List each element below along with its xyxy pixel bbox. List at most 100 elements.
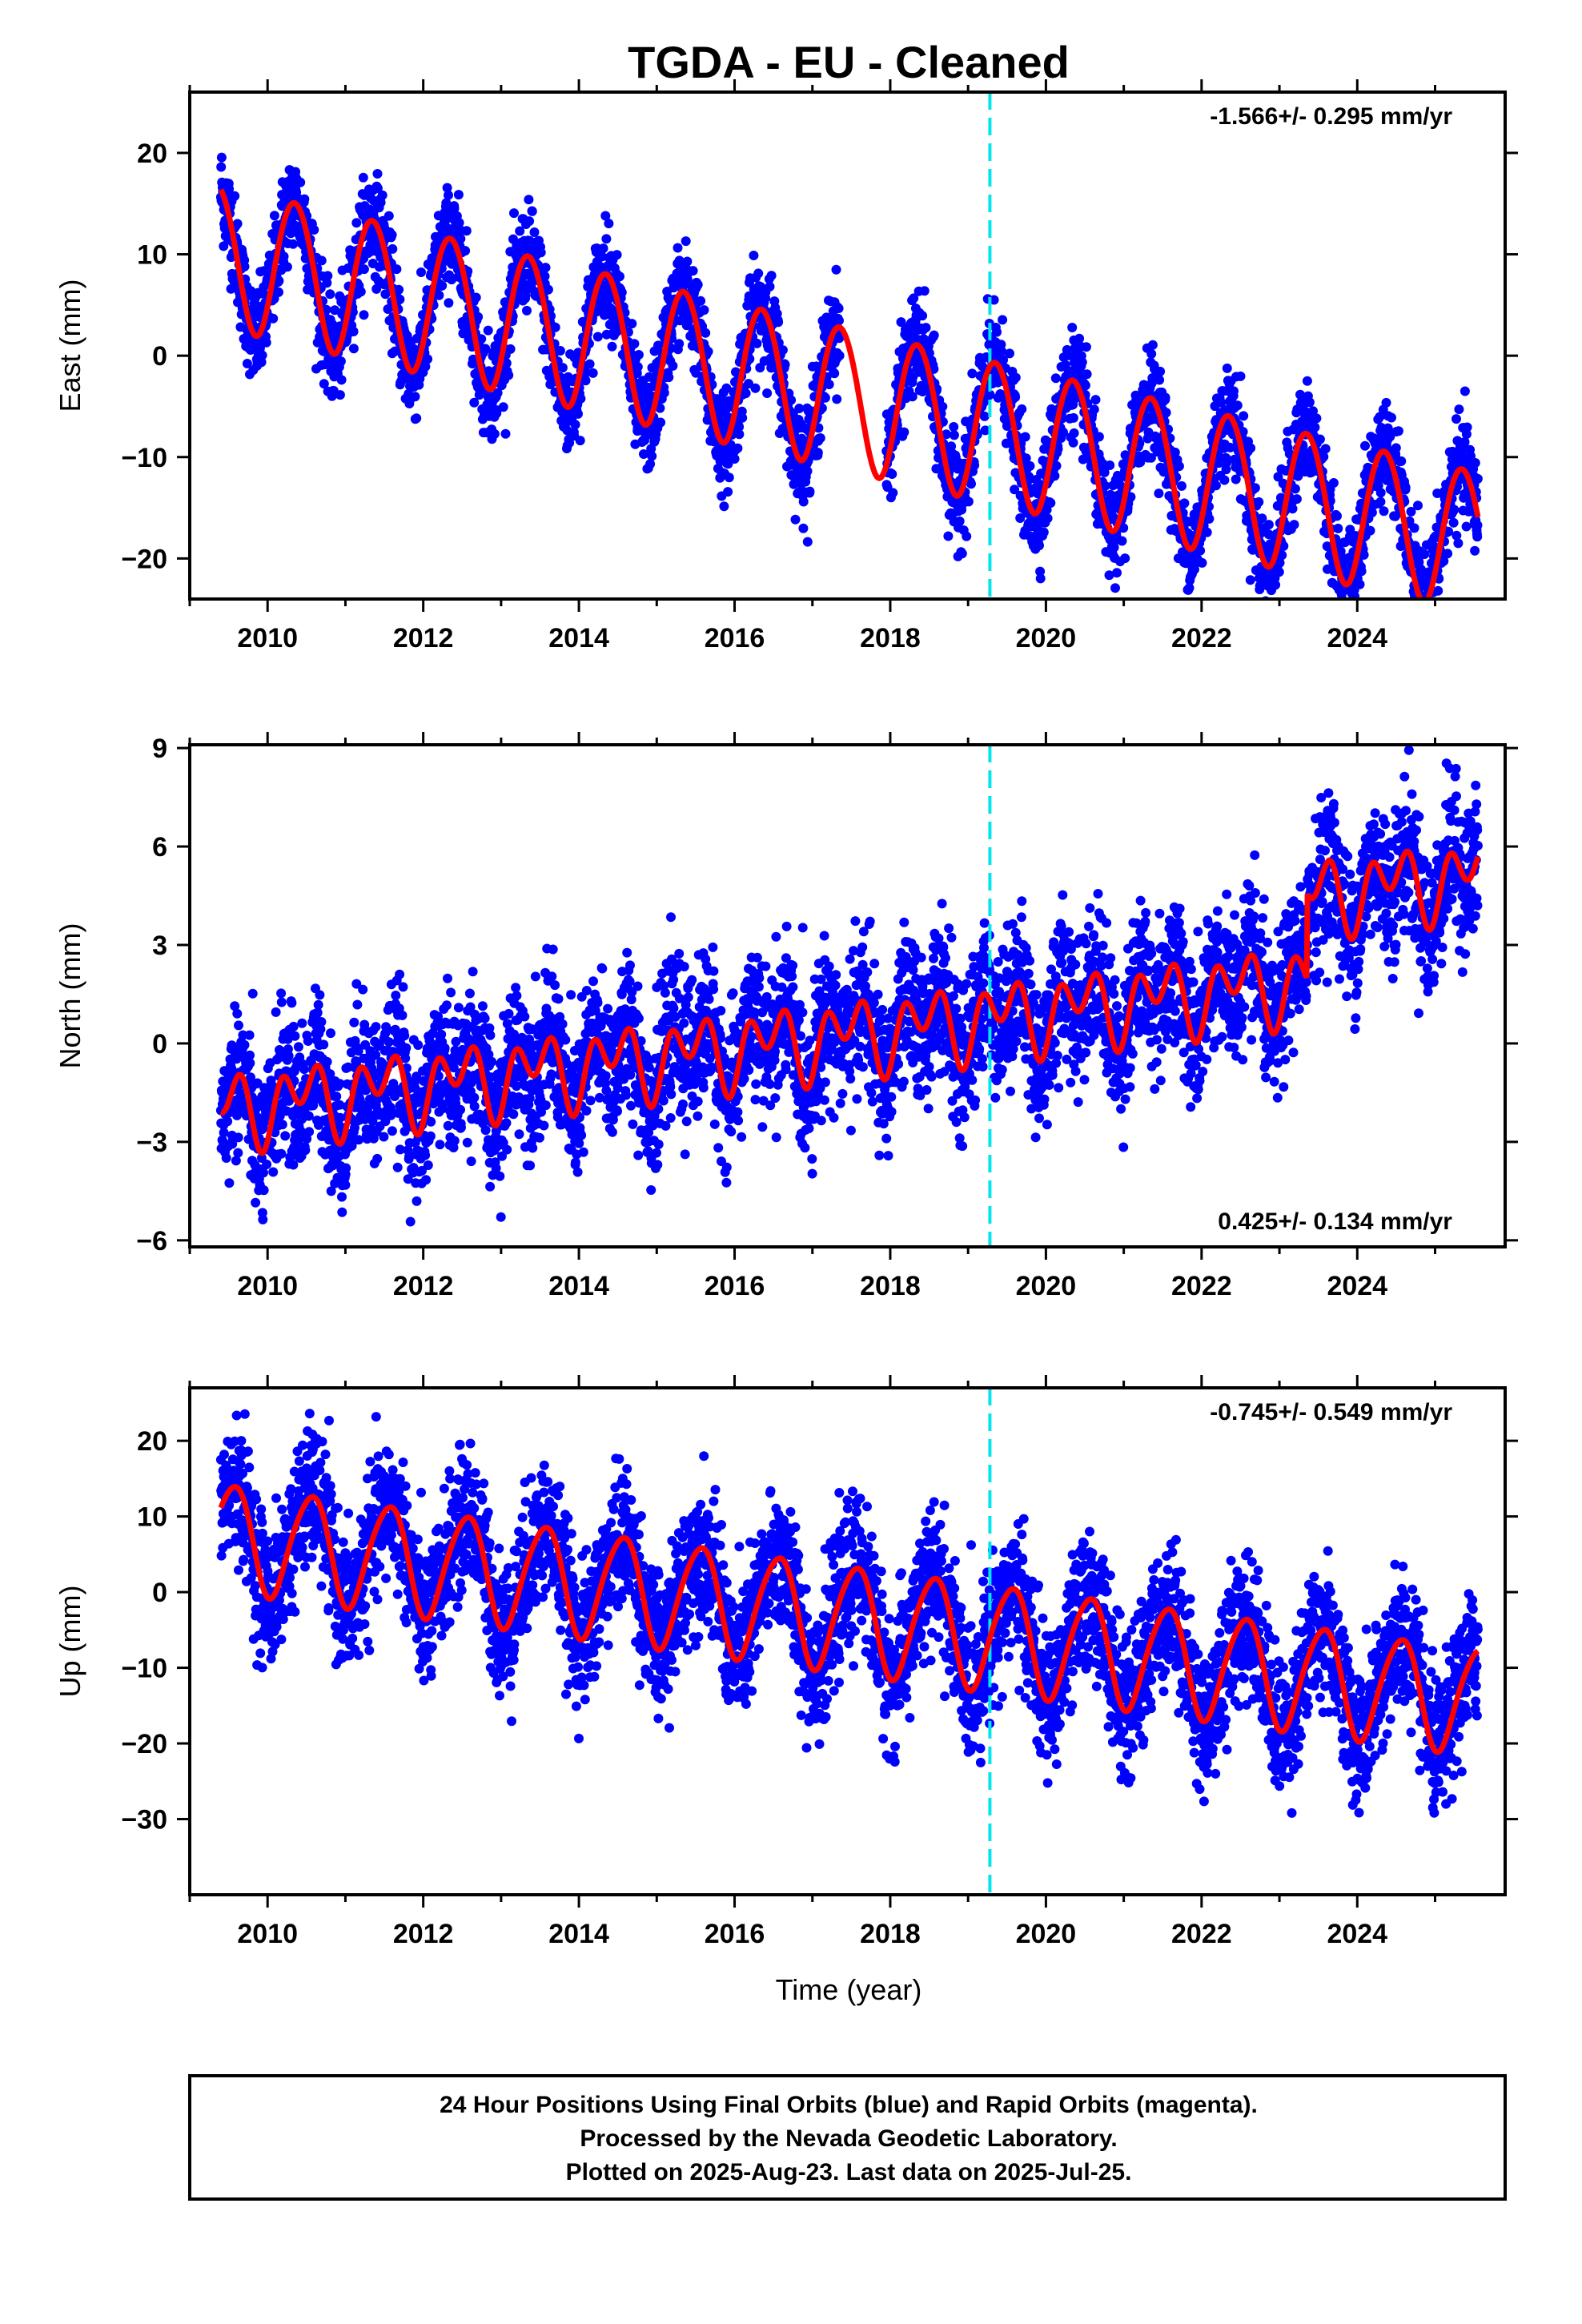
east-data-point xyxy=(1426,607,1435,617)
east-data-point xyxy=(682,256,693,267)
east-data-point xyxy=(383,211,394,221)
east-data-point xyxy=(998,355,1009,365)
east-data-point xyxy=(1232,400,1243,411)
panel-north: 2010 2012 2014 2016 2018 2020 2022 2024−6−30369… xyxy=(54,732,1518,1301)
east-data-point xyxy=(216,162,227,172)
east-data-point xyxy=(348,344,359,354)
east-data-point xyxy=(1005,348,1014,359)
east-data-point xyxy=(543,284,553,295)
east-x-tick-label: 2010 xyxy=(237,623,298,653)
east-data-point xyxy=(831,264,841,275)
east-data-point xyxy=(1120,553,1130,564)
north-data-point xyxy=(276,997,287,1007)
east-data-point xyxy=(1424,613,1434,623)
east-data-point xyxy=(1155,366,1166,376)
east-data-point xyxy=(358,172,368,183)
east-data-point xyxy=(719,501,729,512)
north-data-point xyxy=(315,990,325,1000)
east-data-point xyxy=(1068,412,1078,423)
north-data-point xyxy=(297,1018,307,1028)
east-data-point xyxy=(1074,333,1085,344)
east-data-point xyxy=(1034,541,1044,551)
east-data-point xyxy=(1415,604,1424,613)
east-data-point xyxy=(1271,580,1281,590)
east-data-point xyxy=(500,428,511,439)
east-data-point xyxy=(1287,504,1298,514)
east-data-point xyxy=(394,284,404,295)
east-data-point xyxy=(1089,404,1099,415)
east-data-point xyxy=(1472,532,1483,542)
east-data-point xyxy=(980,425,990,436)
east-data-point xyxy=(1081,342,1091,352)
east-data-point xyxy=(750,383,761,393)
east-data-point xyxy=(1424,636,1434,645)
east-data-point xyxy=(1015,490,1026,501)
east-data-point xyxy=(295,177,306,187)
east-data-point xyxy=(522,305,532,316)
east-data-point xyxy=(1254,497,1264,507)
east-data-point xyxy=(985,389,995,400)
east-data-point xyxy=(501,358,512,368)
east-x-tick-label: 2014 xyxy=(548,623,609,653)
east-data-point xyxy=(291,167,301,177)
east-data-point xyxy=(777,345,788,356)
east-data-point xyxy=(1406,608,1415,617)
east-data-point xyxy=(437,280,448,291)
east-data-point xyxy=(1409,523,1419,533)
east-data-point xyxy=(416,267,426,277)
east-data-point xyxy=(1315,434,1325,444)
east-data-point xyxy=(633,350,644,360)
north-data-point xyxy=(304,1127,315,1137)
east-data-point xyxy=(1058,427,1068,437)
east-data-point xyxy=(1421,634,1431,644)
north-data-point xyxy=(234,1020,243,1031)
east-data-point xyxy=(1222,363,1232,373)
figure-title: TGDA - EU - Cleaned xyxy=(628,37,1070,87)
east-data-point xyxy=(1393,426,1403,436)
north-data-point xyxy=(233,1132,243,1143)
east-data-point xyxy=(1211,480,1221,491)
east-data-point xyxy=(316,255,327,266)
east-x-tick-label: 2024 xyxy=(1327,623,1387,653)
east-data-point xyxy=(216,152,227,163)
east-data-point xyxy=(524,216,535,227)
east-data-point xyxy=(420,361,431,372)
east-data-point xyxy=(696,296,706,306)
east-data-point xyxy=(319,379,329,389)
east-data-point xyxy=(1235,371,1246,381)
east-data-point xyxy=(1160,392,1170,403)
east-data-point xyxy=(967,368,978,379)
east-data-point xyxy=(1182,600,1192,609)
east-data-point xyxy=(323,271,333,281)
east-data-point xyxy=(489,428,500,439)
east-data-point xyxy=(434,290,444,300)
east-data-point xyxy=(1341,653,1351,663)
east-data-point xyxy=(1110,583,1120,593)
east-data-point xyxy=(1289,520,1299,530)
east-data-point xyxy=(391,264,402,275)
east-data-point xyxy=(458,328,468,339)
east-data-point xyxy=(832,394,842,404)
east-data-point xyxy=(1391,443,1401,453)
east-data-point xyxy=(1417,617,1427,627)
east-data-point xyxy=(456,234,466,244)
east-data-point xyxy=(962,531,972,541)
east-data-point xyxy=(1427,625,1436,634)
east-data-point xyxy=(1400,482,1411,493)
east-data-point xyxy=(929,330,939,340)
east-data-point xyxy=(1413,635,1423,645)
east-data-point xyxy=(942,429,951,440)
east-data-point xyxy=(1274,567,1284,577)
east-data-point xyxy=(1419,613,1428,623)
panel-east: 2010 2012 2014 2016 2018 2020 2022 2024−20−1001… xyxy=(54,79,1518,663)
east-data-point xyxy=(383,304,393,314)
east-data-point xyxy=(570,420,580,430)
east-data-point xyxy=(744,379,753,389)
east-data-point xyxy=(829,368,840,379)
east-data-point xyxy=(1182,604,1191,613)
east-data-point xyxy=(515,226,525,236)
north-data-point xyxy=(219,1128,229,1138)
east-data-point xyxy=(815,433,825,443)
east-y-tick-label: 0 xyxy=(152,341,167,372)
